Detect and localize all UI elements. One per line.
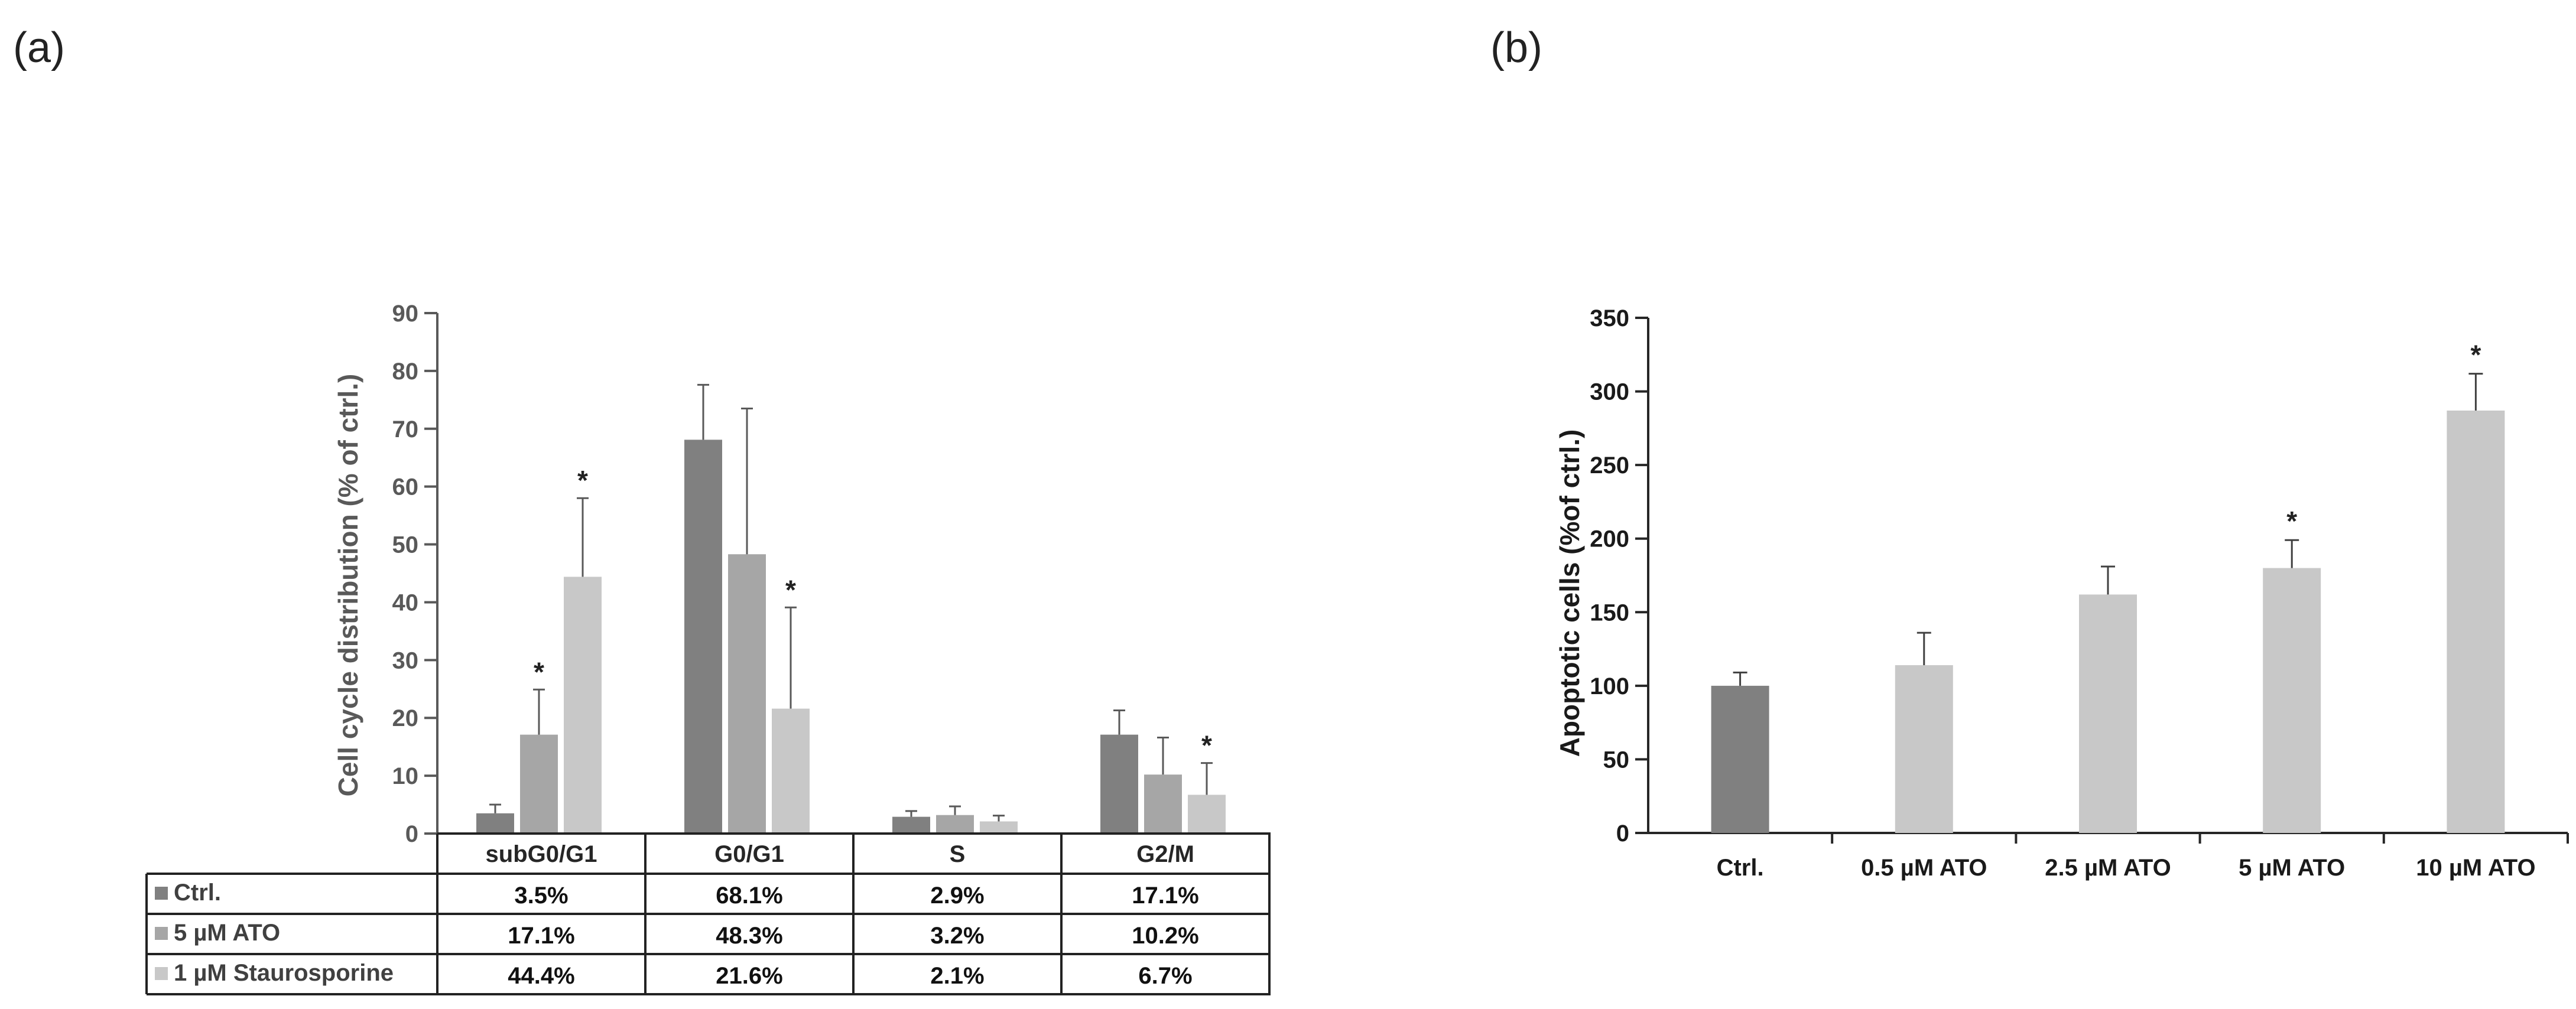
bar [892,816,930,834]
y-tick-label: 70 [392,416,419,442]
legend-swatch [155,967,168,980]
table-cell-value: 48.3% [716,923,782,949]
bar [980,821,1018,834]
bar [936,815,974,834]
table-cell-value: 21.6% [716,963,782,989]
table-cell-value: 17.1% [1132,883,1198,909]
bar [772,708,810,834]
y-tick-label: 350 [1590,305,1629,331]
table-cell-value: 17.1% [508,923,574,949]
y-tick-label: 40 [392,590,419,616]
x-category-label: S [950,841,966,867]
bar [2263,568,2321,833]
panel-label-b: (b) [1490,24,1542,71]
x-category-label: G0/G1 [714,841,784,867]
y-tick-label: 10 [392,763,419,789]
x-category-label: subG0/G1 [486,841,597,867]
significance-star: * [534,656,544,687]
bar [684,440,722,834]
legend-swatch [155,887,168,900]
y-tick-label: 100 [1590,673,1629,699]
table-cell-value: 3.5% [514,883,568,909]
y-tick-label: 20 [392,705,419,731]
table-cell-value: 6.7% [1138,963,1192,989]
x-category-label: 0.5 µM ATO [1861,855,1987,881]
table-cell-value: 10.2% [1132,923,1198,949]
bar [2447,410,2505,833]
legend-label: 5 µM ATO [174,920,280,946]
y-tick-label: 60 [392,474,419,500]
y-axis-title-b: Apoptotic cells (%of ctrl.) [1554,429,1585,757]
significance-star: * [2286,506,2297,536]
bar [476,813,514,834]
bar [1100,734,1138,834]
x-category-label: 2.5 µM ATO [2045,855,2171,881]
legend-label: Ctrl. [174,880,221,906]
x-category-label: Ctrl. [1717,855,1764,881]
y-tick-label: 0 [1616,821,1629,847]
significance-star: * [577,465,588,496]
bar [1895,665,1953,833]
bar [1188,795,1226,834]
bar [564,577,602,834]
bar [2079,594,2137,833]
bar [1144,774,1182,834]
y-tick-label: 250 [1590,453,1629,479]
table-cell-value: 2.1% [930,963,984,989]
panel-label-a: (a) [13,24,65,71]
table-cell-value: 68.1% [716,883,782,909]
significance-star: * [2470,340,2481,370]
y-tick-label: 30 [392,647,419,673]
table-cell-value: 3.2% [930,923,984,949]
y-axis-title-a: Cell cycle distribution (% of ctrl.) [333,374,363,797]
x-category-label: 10 µM ATO [2416,855,2535,881]
bar [728,554,766,834]
y-tick-label: 80 [392,359,419,385]
table-cell-value: 44.4% [508,963,574,989]
bar [1711,685,1769,833]
table-cell-value: 2.9% [930,883,984,909]
y-tick-label: 200 [1590,526,1629,552]
legend-swatch [155,927,168,940]
y-tick-label: 300 [1590,379,1629,405]
significance-star: * [1201,730,1212,761]
y-tick-label: 0 [405,821,418,847]
y-tick-label: 50 [1603,747,1630,773]
y-tick-label: 150 [1590,600,1629,626]
x-category-label: G2/M [1136,841,1194,867]
bar [520,734,558,834]
y-tick-label: 90 [392,301,419,327]
legend-label: 1 µM Staurosporine [174,960,394,986]
y-tick-label: 50 [392,532,419,558]
x-category-label: 5 µM ATO [2239,855,2345,881]
significance-star: * [785,574,796,605]
